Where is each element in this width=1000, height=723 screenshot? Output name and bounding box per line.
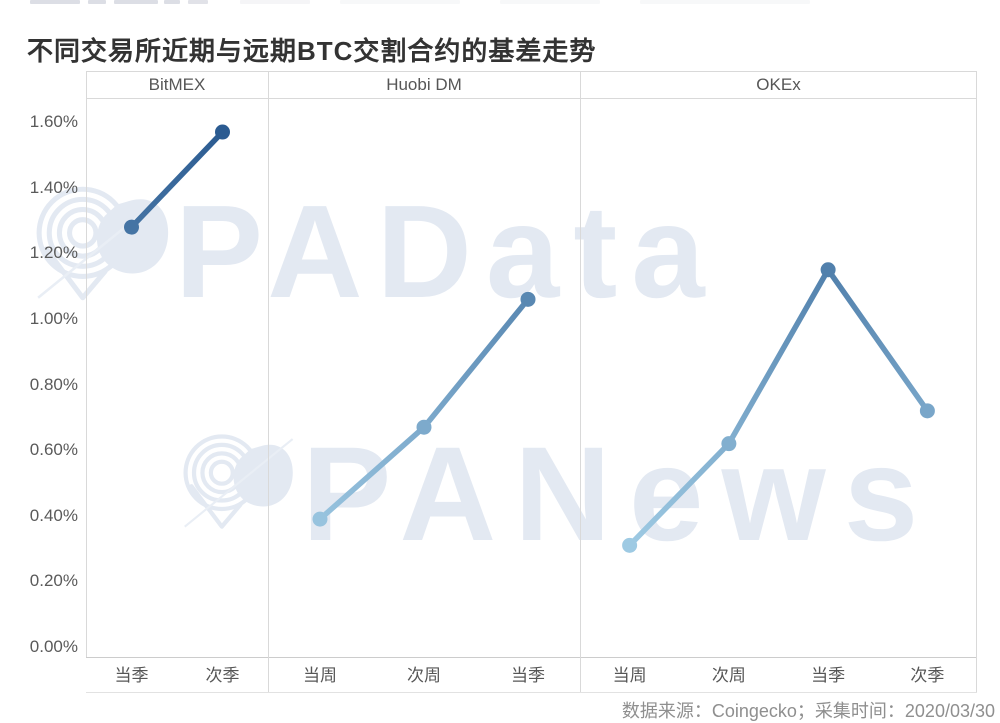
line-segment	[726, 267, 831, 447]
line-segment	[317, 424, 427, 522]
cropped-text-remnant	[340, 0, 460, 4]
data-point	[721, 436, 737, 452]
data-point	[312, 511, 328, 527]
cropped-text-remnant	[114, 0, 158, 4]
data-point	[820, 262, 836, 278]
cropped-text-remnant	[188, 0, 208, 4]
panews-logo-icon	[183, 434, 294, 529]
line-segment	[421, 296, 531, 430]
page-title: 不同交易所近期与远期BTC交割合约的基差走势	[27, 36, 597, 67]
cropped-text-remnant	[500, 0, 600, 4]
line-segment	[626, 440, 732, 549]
cropped-text-remnant	[164, 0, 180, 4]
data-point	[622, 537, 638, 553]
watermark-panews: PANews	[302, 420, 937, 569]
data-point	[215, 124, 230, 140]
watermark-padata: PAData	[175, 178, 719, 325]
cropped-text-remnant	[240, 0, 310, 4]
data-point	[520, 291, 536, 307]
data-point	[124, 219, 139, 235]
cropped-text-remnant	[640, 0, 810, 4]
cropped-text-remnant	[30, 0, 80, 4]
data-point	[919, 403, 935, 419]
padata-logo-icon	[36, 186, 169, 301]
data-source-note: 数据来源：Coingecko；采集时间：2020/03/30	[621, 701, 995, 721]
data-point	[416, 419, 432, 435]
cropped-text-remnant	[88, 0, 106, 4]
line-segment	[825, 267, 931, 414]
line-segment	[128, 129, 226, 230]
